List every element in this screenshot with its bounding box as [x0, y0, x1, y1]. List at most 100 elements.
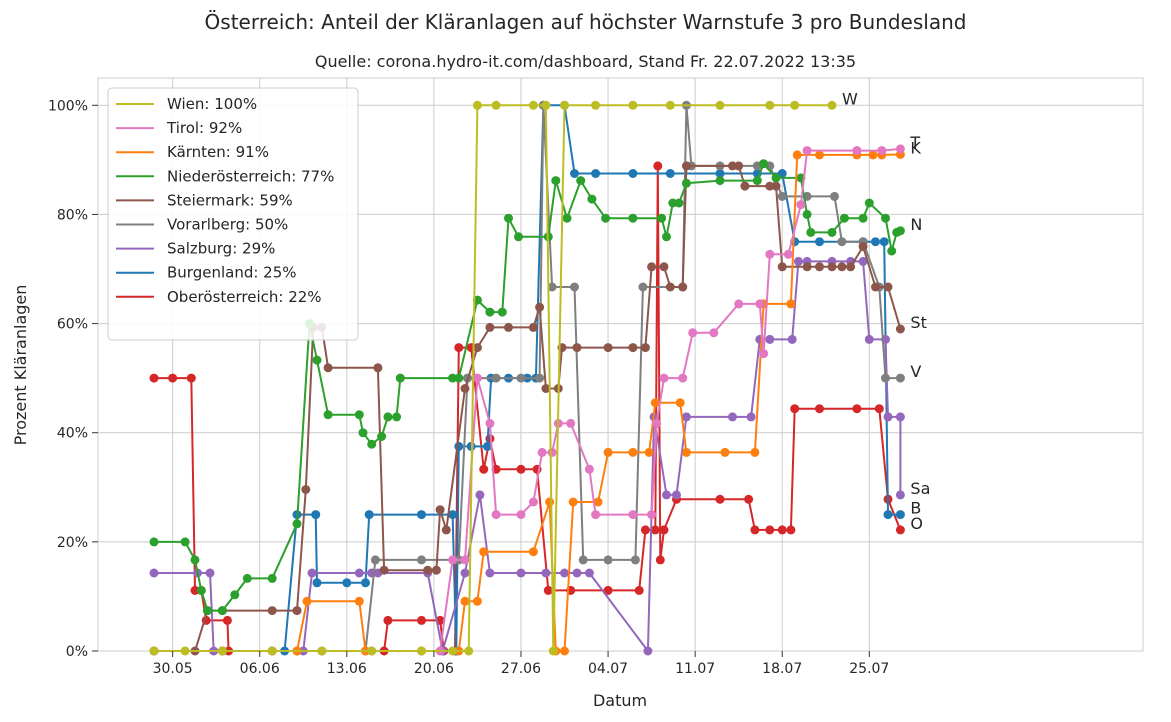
data-point: [323, 410, 333, 420]
data-point: [839, 213, 849, 223]
data-point: [630, 555, 640, 565]
data-point: [603, 447, 613, 457]
data-point: [367, 439, 377, 449]
data-point: [591, 169, 601, 178]
data-point: [149, 373, 159, 383]
data-point: [504, 322, 513, 332]
data-point: [871, 282, 880, 292]
data-point: [491, 373, 501, 383]
data-point: [267, 646, 277, 656]
data-point: [504, 213, 513, 223]
data-point: [479, 464, 489, 474]
data-point: [312, 578, 322, 588]
chart-title: Österreich: Anteil der Kläranlagen auf h…: [204, 10, 967, 34]
data-point: [180, 646, 190, 656]
data-point: [837, 237, 847, 247]
data-point: [830, 191, 839, 201]
data-point: [681, 447, 691, 457]
series-line: [154, 104, 832, 652]
data-point: [497, 307, 507, 317]
x-tick-label: 20.06: [414, 661, 454, 677]
data-point: [895, 144, 905, 154]
data-point: [417, 615, 426, 625]
series-layer: [149, 100, 905, 656]
data-point: [672, 490, 681, 500]
data-point: [765, 181, 775, 191]
data-point: [655, 555, 665, 565]
data-point: [267, 573, 277, 583]
data-point: [765, 525, 775, 535]
data-point: [720, 447, 730, 457]
data-point: [644, 447, 654, 457]
data-point: [750, 447, 760, 457]
data-point: [895, 373, 905, 383]
data-point: [601, 213, 611, 223]
x-tick-label: 30.05: [153, 661, 193, 677]
data-point: [516, 373, 526, 383]
legend-box: [107, 87, 359, 341]
data-point: [883, 412, 893, 422]
data-point: [628, 510, 638, 520]
data-point: [242, 573, 252, 583]
data-point: [448, 555, 458, 565]
end-label: V: [910, 362, 921, 381]
data-point: [302, 596, 312, 606]
data-point: [543, 585, 553, 595]
data-point: [715, 169, 725, 178]
x-axis-label: Datum: [593, 691, 647, 710]
data-point: [752, 176, 762, 186]
data-point: [827, 227, 837, 237]
data-point: [688, 328, 698, 338]
data-point: [802, 262, 812, 272]
data-point: [435, 505, 445, 515]
data-point: [392, 412, 402, 422]
data-point: [591, 510, 601, 520]
data-point: [301, 485, 311, 494]
legend-entry: Burgenland: 25%: [116, 264, 297, 282]
x-tick-label: 06.06: [240, 661, 280, 677]
data-point: [792, 150, 802, 160]
data-point: [367, 646, 377, 656]
data-point: [734, 161, 744, 171]
end-label: K: [910, 138, 921, 157]
data-point: [874, 404, 884, 414]
data-point: [628, 447, 638, 457]
data-point: [568, 497, 578, 507]
end-label: W: [842, 89, 858, 108]
data-point: [149, 568, 159, 578]
legend-entry: Niederösterreich: 77%: [116, 167, 334, 185]
data-point: [827, 100, 837, 110]
data-point: [647, 262, 657, 272]
data-point: [765, 249, 775, 259]
data-point: [715, 176, 725, 186]
data-point: [516, 464, 526, 474]
end-label: Sa: [910, 479, 930, 498]
data-point: [535, 373, 545, 383]
data-point: [479, 547, 489, 557]
data-point: [659, 262, 669, 272]
data-point: [643, 646, 653, 656]
data-point: [793, 256, 803, 266]
data-point: [448, 646, 458, 656]
data-point: [852, 404, 862, 414]
data-point: [482, 441, 492, 451]
data-point: [895, 525, 905, 535]
data-point: [790, 100, 800, 110]
data-point: [312, 355, 322, 365]
data-point: [858, 213, 868, 223]
data-point: [765, 334, 775, 344]
data-point: [448, 373, 458, 383]
data-point: [514, 232, 523, 242]
data-point: [879, 237, 889, 247]
x-tick-label: 13.06: [327, 661, 367, 677]
legend-label: Steiermark: 59%: [167, 191, 293, 209]
legend-entry: Tirol: 92%: [116, 119, 242, 137]
legend-label: Salzburg: 29%: [167, 240, 275, 258]
legend-label: Niederösterreich: 77%: [167, 167, 334, 185]
data-point: [491, 100, 501, 110]
data-point: [628, 343, 638, 353]
data-point: [895, 226, 905, 236]
data-point: [572, 343, 582, 353]
legend-label: Kärnten: 91%: [167, 143, 269, 161]
